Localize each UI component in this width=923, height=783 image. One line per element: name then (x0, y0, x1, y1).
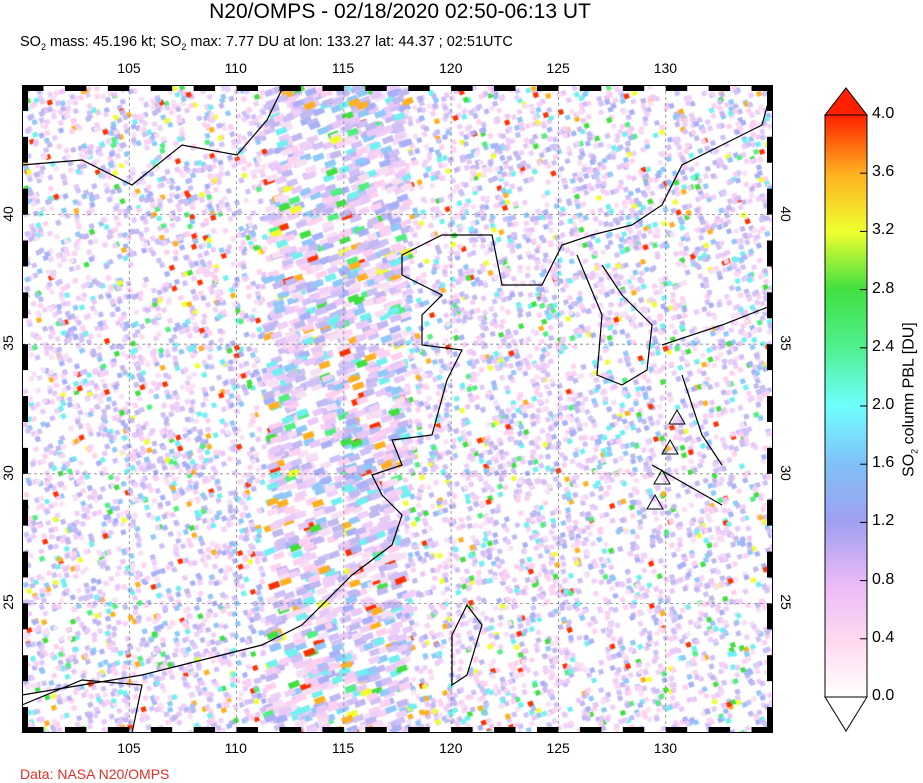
colorbar-tick-label: 0.0 (872, 687, 895, 704)
graticule (22, 85, 773, 733)
frame-ticks (22, 85, 773, 733)
colorbar-tick-label: 0.4 (872, 628, 895, 646)
lon-tick-label: 130 (653, 740, 678, 756)
lon-tick-label: 120 (439, 60, 463, 76)
volcano-markers (646, 408, 686, 510)
colorbar-under-arrow (824, 696, 868, 732)
lon-tick-label: 110 (224, 60, 247, 76)
lon-tick-label: 115 (331, 60, 355, 76)
so2-map (22, 85, 773, 733)
so2-label: SO (20, 34, 41, 50)
colorbar-tick-label: 2.0 (872, 396, 895, 413)
map-title: N20/OMPS - 02/18/2020 02:50-06:13 UT (209, 0, 591, 23)
so2-summary: SO2 mass: 45.196 kt; SO2 max: 7.77 DU at… (20, 34, 513, 52)
colorbar-tick-label: 1.6 (872, 454, 895, 472)
lat-tick-label: 40 (777, 205, 794, 222)
subscript: 2 (909, 448, 920, 454)
mass-text: mass: 45.196 kt; (45, 34, 161, 50)
colorbar (823, 87, 869, 732)
colorbar-tick-label: 0.8 (872, 570, 895, 588)
lon-tick-label: 125 (546, 60, 570, 76)
lon-tick-label: 120 (439, 740, 463, 756)
colorbar-tick-label: 4.0 (872, 105, 895, 122)
colorbar-tick-label: 2.8 (872, 279, 895, 297)
lat-tick-label: 35 (777, 335, 794, 351)
lon-tick-label: 130 (653, 60, 678, 76)
lat-tick-label: 40 (0, 205, 16, 222)
colorbar-tick-label: 1.2 (872, 512, 895, 530)
max-text: max: 7.77 DU at lon: 133.27 lat: 44.37 ;… (186, 34, 513, 50)
so2-label: SO (160, 34, 182, 50)
colorbar-tick-label: 3.2 (872, 221, 895, 239)
cb-title-suffix: column PBL [DU] (900, 322, 918, 449)
lat-tick-label: 30 (0, 465, 16, 481)
lon-tick-label: 125 (546, 740, 570, 756)
coastlines (22, 85, 773, 733)
cb-title-prefix: SO (900, 453, 918, 477)
map-overlay (22, 85, 773, 733)
lon-tick-label: 110 (224, 740, 247, 756)
lat-tick-label: 25 (0, 594, 16, 611)
lat-tick-label: 30 (777, 465, 794, 481)
subscript: 2 (40, 41, 46, 52)
lon-tick-label: 105 (117, 60, 141, 76)
colorbar-title: SO2 column PBL [DU] (900, 290, 919, 510)
lon-tick-label: 115 (331, 740, 355, 756)
colorbar-tick-label: 2.4 (872, 337, 895, 355)
lat-tick-label: 35 (0, 335, 16, 351)
lat-tick-label: 25 (777, 594, 794, 611)
colorbar-tick-label: 3.6 (872, 163, 895, 181)
data-credit: Data: NASA N20/OMPS (20, 766, 170, 782)
subscript: 2 (181, 41, 187, 52)
lon-tick-label: 105 (117, 740, 141, 756)
colorbar-over-arrow (823, 87, 869, 116)
